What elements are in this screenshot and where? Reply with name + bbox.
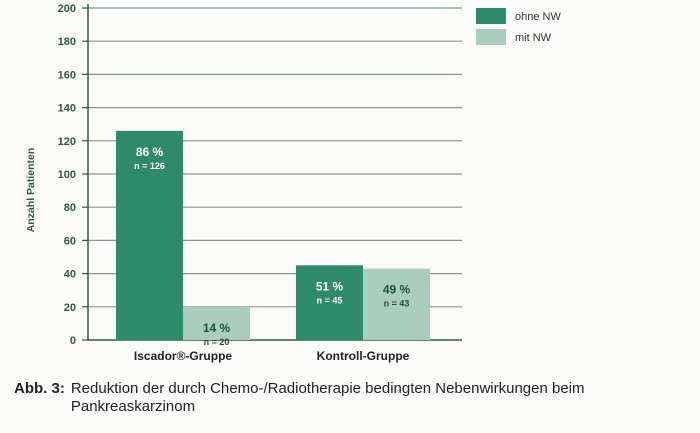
- y-tick-label: 140: [58, 103, 76, 115]
- bar: [183, 306, 250, 340]
- legend-swatch: [476, 29, 506, 45]
- y-tick-label: 0: [70, 335, 76, 347]
- bars: [116, 130, 430, 340]
- bar-percent-label: 51 %: [316, 279, 344, 293]
- bar-percent-label: 49 %: [383, 283, 411, 297]
- y-tick-label: 100: [58, 169, 76, 181]
- x-category-label: Kontroll-Gruppe: [317, 349, 410, 363]
- y-tick-label: 80: [64, 202, 76, 214]
- axes: 0 20 40 60 80 100 120 140 160 180 200: [58, 3, 462, 347]
- x-category-label: Iscador®-Gruppe: [134, 349, 233, 363]
- labels: 86 % n = 126 14 % n = 20 Iscador®-Gruppe 51 %…: [134, 145, 411, 363]
- legend-label: ohne NW: [515, 11, 561, 23]
- y-tick-label: 180: [58, 36, 76, 48]
- legend-swatch: [476, 8, 506, 24]
- bar: [363, 268, 430, 340]
- bar: [296, 265, 363, 340]
- y-axis-title: Anzahl Patienten: [25, 148, 37, 233]
- bar: [116, 130, 183, 340]
- bar-chart: 0 20 40 60 80 100 120 140 160 180 200 86 % n = 126 1…: [25, 3, 561, 363]
- bar-n-label: n = 43: [384, 299, 410, 309]
- y-tick-label: 200: [58, 3, 76, 15]
- y-tick-label: 160: [58, 69, 76, 81]
- figure-caption: Abb. 3: Reduktion der durch Chemo-/Radio…: [14, 380, 694, 416]
- caption-text: Reduktion der durch Chemo-/Radiotherapie…: [70, 380, 585, 415]
- bar-percent-label: 86 %: [136, 145, 164, 159]
- legend-label: mit NW: [515, 32, 552, 44]
- bar-n-label: n = 20: [204, 337, 230, 347]
- y-tick-label: 60: [64, 235, 76, 247]
- y-tick-label: 120: [58, 136, 76, 148]
- bar-percent-label: 14 %: [203, 321, 231, 335]
- bar-n-label: n = 45: [317, 295, 343, 305]
- caption-prefix: Abb. 3:: [14, 380, 65, 397]
- y-tick-label: 20: [64, 302, 76, 314]
- legend: ohne NW mit NW: [476, 8, 561, 45]
- bar-n-label: n = 126: [134, 161, 165, 171]
- y-tick-label: 40: [64, 269, 76, 281]
